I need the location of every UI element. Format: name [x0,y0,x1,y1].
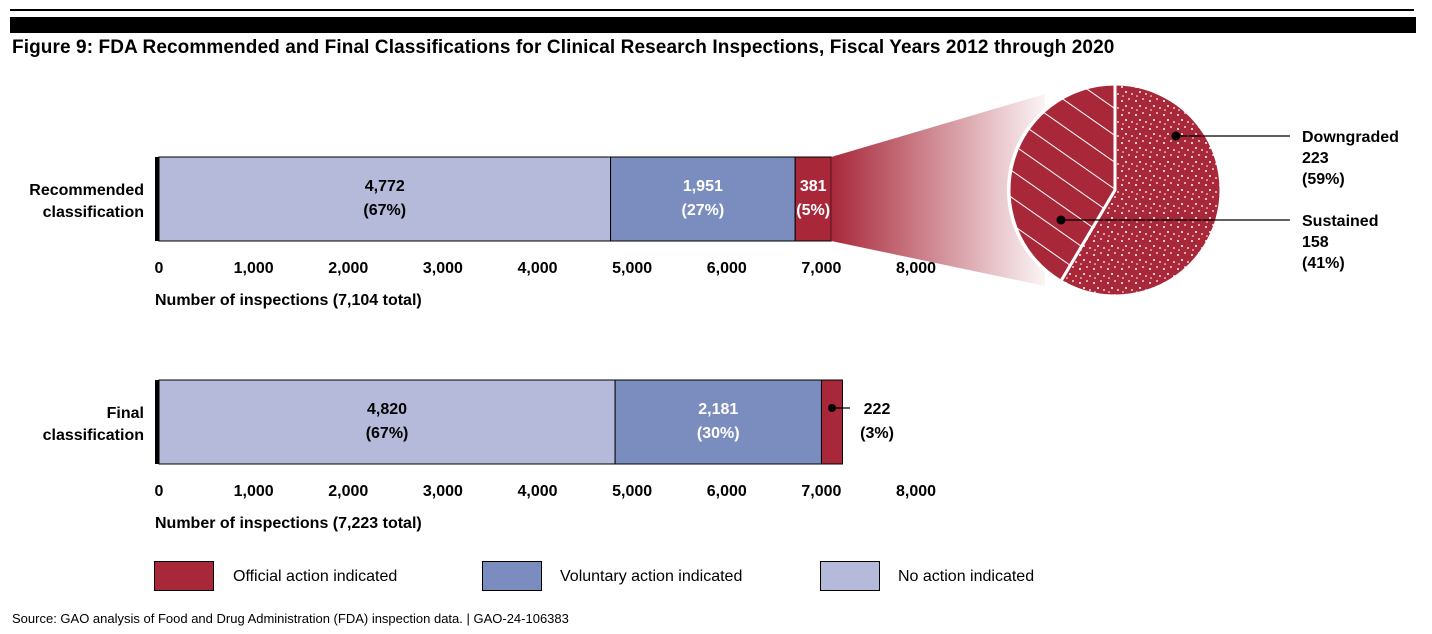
x-axis-label: Number of inspections (7,104 total) [155,292,422,309]
top-rule [10,9,1414,11]
data-label-value: 222 [864,401,891,418]
data-label-pct: (5%) [796,202,830,219]
x-tick-label: 4,000 [517,483,557,500]
x-tick-label: 4,000 [517,260,557,277]
bar-axis-line [155,157,159,241]
bar-segment-none [158,156,612,242]
pie-label-value: 158 [1302,234,1329,251]
data-label-value: 381 [800,178,827,195]
data-label-value: 4,772 [365,178,405,195]
legend-swatch-official [154,561,214,591]
legend-swatch-voluntary [482,561,542,591]
pie-connector-fan [831,94,1045,286]
legend-label-voluntary: Voluntary action indicated [560,568,743,585]
x-tick-label: 5,000 [612,483,652,500]
legend-swatch-none [820,561,880,591]
x-tick-label: 0 [155,483,164,500]
bar-axis-line [155,380,159,464]
x-tick-label: 1,000 [234,260,274,277]
data-label-value: 2,181 [698,401,738,418]
x-tick-label: 7,000 [801,483,841,500]
data-label-pct: (67%) [363,202,406,219]
top-banner [10,17,1416,33]
legend-label-official: Official action indicated [233,568,398,585]
data-label-value: 1,951 [683,178,723,195]
x-tick-label: 5,000 [612,260,652,277]
bar-segment-official [820,379,843,465]
figure-title: Figure 9: FDA Recommended and Final Clas… [12,37,1115,58]
bar-segment-none [158,379,616,465]
bar-group-recommended: Recommended classification 4,772 (67%) 1,951… [29,156,936,309]
category-label: classification [43,204,144,221]
data-label-pct: (27%) [682,202,725,219]
pie-label-value: 223 [1302,150,1329,167]
x-tick-label: 7,000 [801,260,841,277]
chart-area: Recommended classification 4,772 (67%) 1,951… [29,82,1399,532]
x-tick-label: 3,000 [423,260,463,277]
data-label-pct: (67%) [366,425,409,442]
data-label-pct: (3%) [860,425,894,442]
x-tick-label: 1,000 [234,483,274,500]
x-tick-label: 3,000 [423,483,463,500]
bar-segment-voluntary [610,156,796,242]
bar-segment-official [794,156,832,242]
pie-slice-sustained [1007,82,1117,284]
category-label: Final [107,405,144,422]
pie-label-pct: (41%) [1302,255,1345,272]
legend-label-none: No action indicated [898,568,1035,585]
data-label-value: 4,820 [367,401,407,418]
x-tick-label: 6,000 [707,260,747,277]
x-axis-label: Number of inspections (7,223 total) [155,515,422,532]
data-label-pct: (30%) [697,425,740,442]
x-tick-label: 0 [155,260,164,277]
source-note: Source: GAO analysis of Food and Drug Ad… [12,611,569,626]
x-tick-label: 8,000 [896,483,936,500]
pie-label-pct: (59%) [1302,171,1345,188]
x-tick-label: 2,000 [328,260,368,277]
category-label: Recommended [29,182,144,199]
bar-group-final: Final classification 4,820 (67%) 2,181 (30%) 2… [43,379,936,532]
pie-slice-downgraded [1058,82,1223,298]
x-tick-label: 8,000 [896,260,936,277]
category-label: classification [43,427,144,444]
bar-segment-voluntary [614,379,822,465]
x-tick-label: 2,000 [328,483,368,500]
pie-label-name: Downgraded [1302,129,1399,146]
x-tick-label: 6,000 [707,483,747,500]
pie-label-name: Sustained [1302,213,1378,230]
